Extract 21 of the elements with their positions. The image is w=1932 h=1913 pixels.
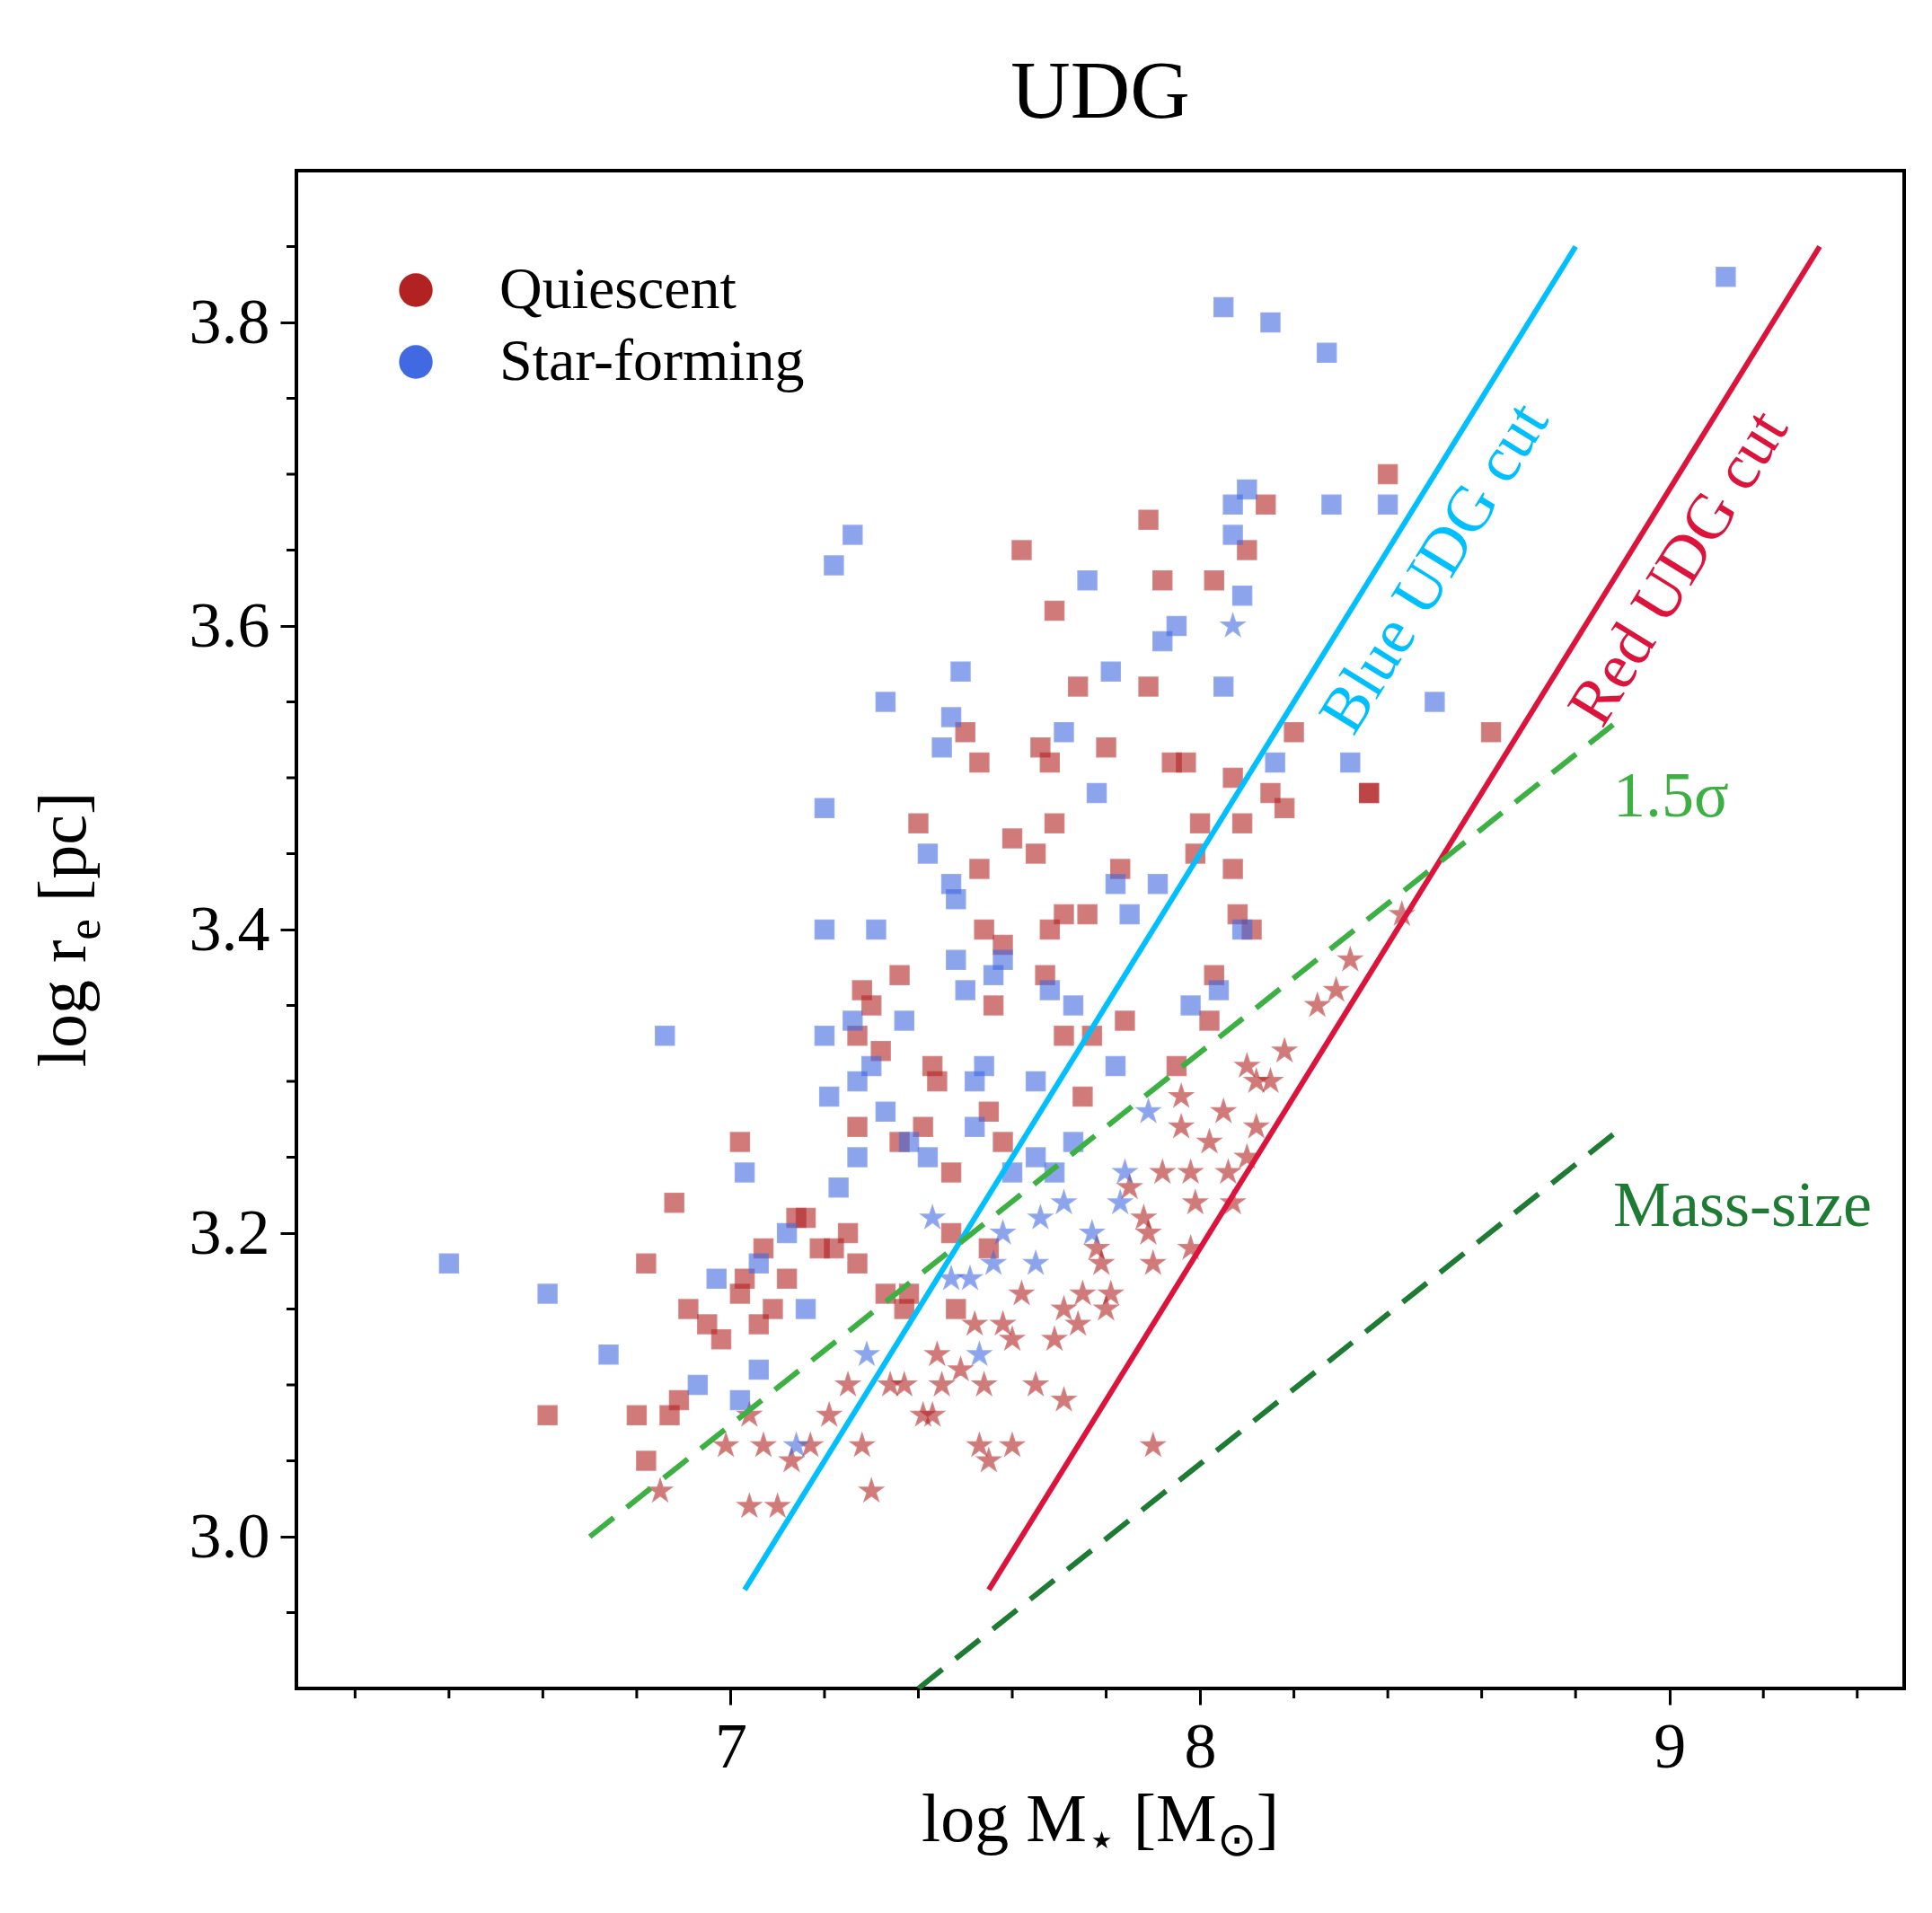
x-tick-label: 7: [714, 1709, 747, 1782]
chart-title: UDG: [1010, 44, 1190, 136]
point: [1136, 1099, 1160, 1123]
y-tick-label: 3.0: [189, 1499, 270, 1572]
y-tick-label: 3.6: [189, 588, 270, 661]
point: [991, 1221, 1015, 1244]
point: [967, 1342, 992, 1365]
legend-label: Star-forming: [499, 327, 805, 392]
series-label: Mass-size: [1612, 1168, 1872, 1241]
series-label: 1.5σ: [1612, 758, 1729, 831]
legend-label: Quiescent: [499, 255, 737, 321]
point: [854, 1342, 879, 1365]
x-tick-label: 9: [1654, 1709, 1687, 1782]
y-tick-label: 3.2: [189, 1195, 270, 1268]
y-tick-label: 3.4: [189, 892, 270, 965]
point: [1024, 1251, 1048, 1274]
point: [1080, 1221, 1104, 1244]
point: [981, 1251, 1006, 1274]
point: [921, 1205, 945, 1229]
y-tick-label: 3.8: [189, 285, 270, 357]
point: [1052, 1190, 1076, 1213]
